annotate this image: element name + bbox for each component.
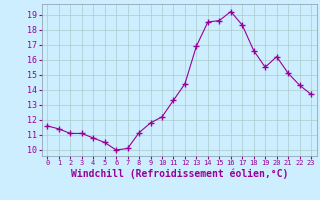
X-axis label: Windchill (Refroidissement éolien,°C): Windchill (Refroidissement éolien,°C) xyxy=(70,169,288,179)
